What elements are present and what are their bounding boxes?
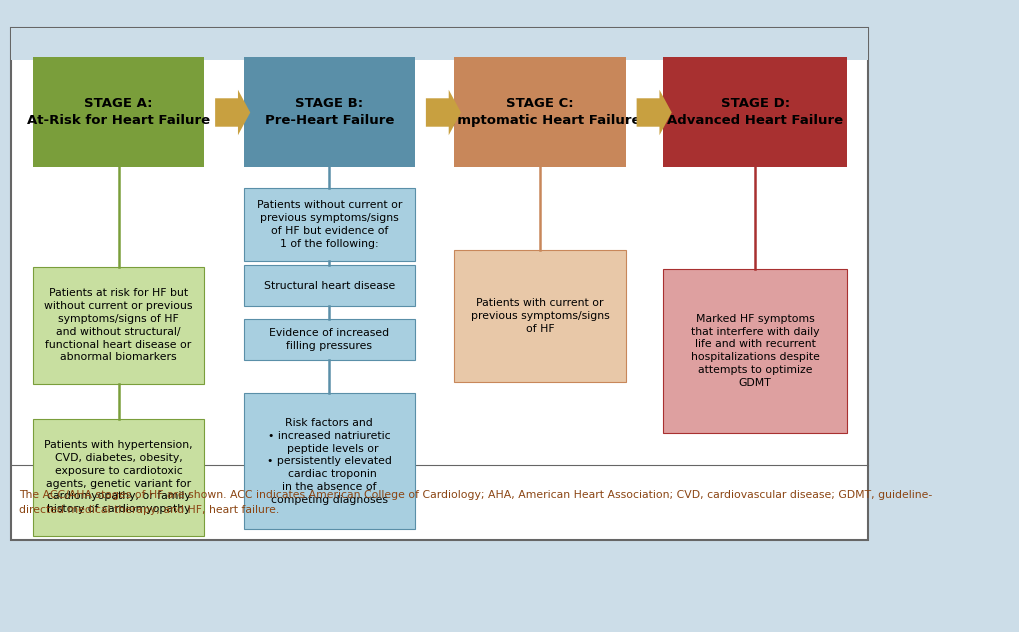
FancyBboxPatch shape (244, 188, 415, 260)
Polygon shape (215, 90, 251, 135)
FancyBboxPatch shape (454, 57, 626, 167)
FancyBboxPatch shape (663, 269, 848, 433)
Text: STAGE C:
Symptomatic Heart Failure: STAGE C: Symptomatic Heart Failure (439, 97, 641, 127)
Text: Structural heart disease: Structural heart disease (264, 281, 395, 291)
FancyBboxPatch shape (10, 28, 867, 60)
Polygon shape (637, 90, 672, 135)
FancyBboxPatch shape (10, 28, 867, 540)
Text: Patients at risk for HF but
without current or previous
symptoms/signs of HF
and: Patients at risk for HF but without curr… (44, 288, 193, 363)
Text: Marked HF symptoms
that interfere with daily
life and with recurrent
hospitaliza: Marked HF symptoms that interfere with d… (691, 313, 819, 388)
FancyBboxPatch shape (244, 265, 415, 306)
Text: Evidence of increased
filling pressures: Evidence of increased filling pressures (269, 328, 389, 351)
FancyBboxPatch shape (454, 250, 626, 382)
FancyBboxPatch shape (244, 319, 415, 360)
FancyBboxPatch shape (663, 57, 848, 167)
Text: Patients with hypertension,
CVD, diabetes, obesity,
exposure to cardiotoxic
agen: Patients with hypertension, CVD, diabete… (44, 440, 193, 514)
Text: STAGE D:
Advanced Heart Failure: STAGE D: Advanced Heart Failure (667, 97, 844, 127)
Text: The ACC/AHA stages of HF are shown. ACC indicates American College of Cardiology: The ACC/AHA stages of HF are shown. ACC … (19, 490, 932, 514)
FancyBboxPatch shape (33, 267, 204, 384)
FancyBboxPatch shape (244, 393, 415, 529)
Text: STAGE A:
At-Risk for Heart Failure: STAGE A: At-Risk for Heart Failure (26, 97, 210, 127)
FancyBboxPatch shape (33, 57, 204, 167)
Text: Patients without current or
previous symptoms/signs
of HF but evidence of
1 of t: Patients without current or previous sym… (257, 200, 401, 248)
Polygon shape (426, 90, 461, 135)
FancyBboxPatch shape (33, 418, 204, 536)
FancyBboxPatch shape (244, 57, 415, 167)
Text: STAGE B:
Pre-Heart Failure: STAGE B: Pre-Heart Failure (265, 97, 394, 127)
Text: Patients with current or
previous symptoms/signs
of HF: Patients with current or previous sympto… (471, 298, 609, 334)
Text: Risk factors and
• increased natriuretic
  peptide levels or
• persistently elev: Risk factors and • increased natriuretic… (267, 418, 391, 505)
